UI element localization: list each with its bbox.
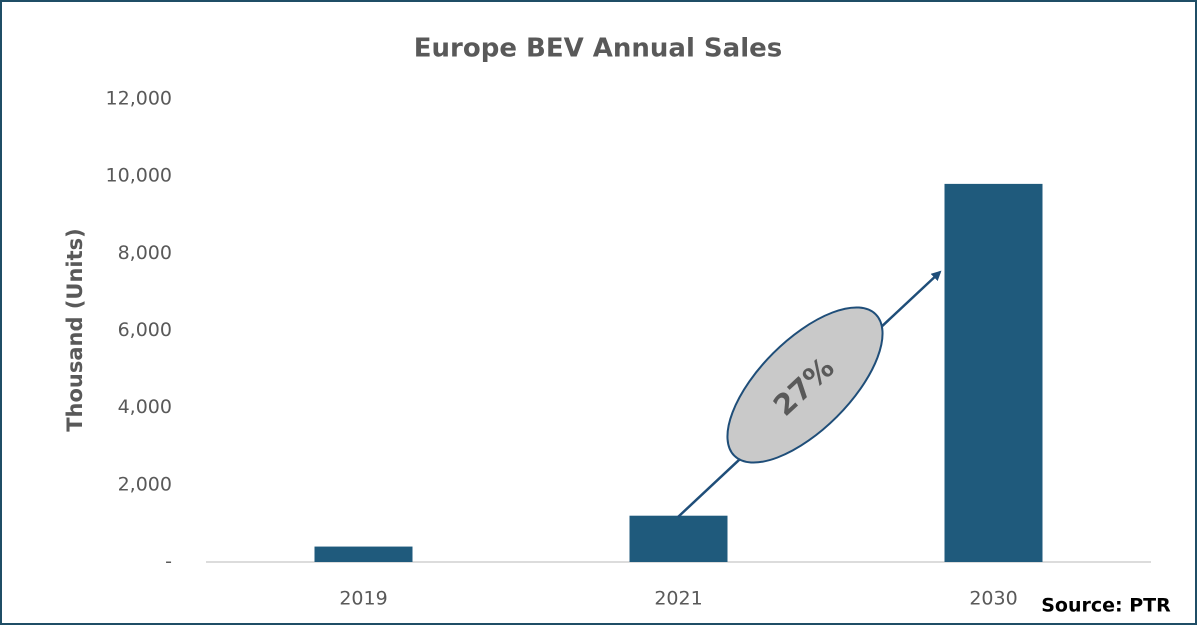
- y-tick-label: -: [165, 551, 172, 573]
- y-axis-label: Thousand (Units): [63, 228, 87, 432]
- y-tick-label: 12,000: [106, 88, 172, 110]
- y-tick-label: 4,000: [118, 396, 172, 418]
- y-tick-label: 8,000: [118, 242, 172, 264]
- bar: [944, 183, 1043, 562]
- bar: [629, 515, 728, 562]
- chart-title: Europe BEV Annual Sales: [414, 34, 782, 64]
- x-tick-label: 2019: [339, 588, 387, 610]
- y-tick-label: 6,000: [118, 319, 172, 341]
- bar: [314, 546, 413, 562]
- x-tick-label: 2030: [969, 588, 1017, 610]
- growth-bubble: [726, 306, 884, 464]
- y-tick-label: 2,000: [118, 473, 172, 495]
- y-tick-label: 10,000: [106, 165, 172, 187]
- x-tick-label: 2021: [654, 588, 702, 610]
- source: Source: PTR: [1041, 595, 1171, 617]
